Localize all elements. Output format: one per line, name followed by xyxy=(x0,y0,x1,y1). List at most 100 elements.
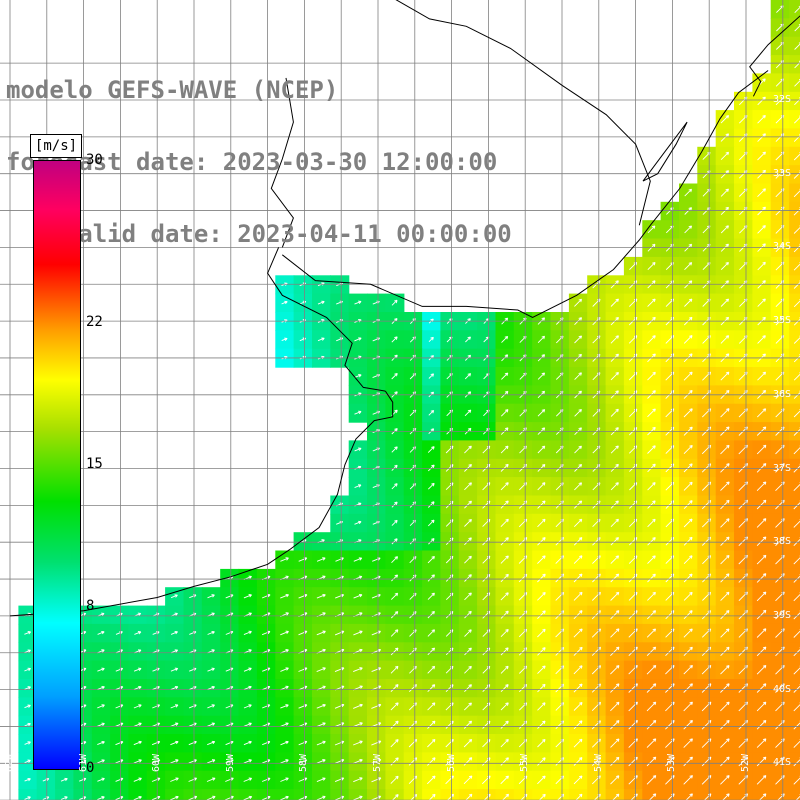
wind-cell xyxy=(312,679,331,698)
wind-arrow xyxy=(537,591,546,601)
wind-cell xyxy=(348,293,368,313)
wind-arrow xyxy=(757,188,766,198)
wind-arrow xyxy=(610,445,619,454)
wind-cell xyxy=(642,403,662,423)
wind-cell xyxy=(587,403,607,423)
wind-arrow xyxy=(537,500,546,509)
wind-cell xyxy=(293,275,313,295)
wind-cell xyxy=(312,330,331,350)
wind-arrow xyxy=(537,445,546,454)
wind-cell xyxy=(146,734,166,753)
wind-cell xyxy=(293,605,313,625)
wind-cell xyxy=(440,623,460,643)
wind-cell xyxy=(752,679,772,698)
wind-cell xyxy=(752,697,772,717)
wind-cell xyxy=(513,550,533,570)
wind-cell xyxy=(734,91,753,111)
wind-cell xyxy=(458,697,478,717)
wind-cell xyxy=(789,679,800,698)
wind-arrow xyxy=(628,683,638,693)
wind-arrow xyxy=(628,701,638,712)
wind-cell xyxy=(660,587,680,607)
wind-cell xyxy=(715,587,735,607)
wind-arrow xyxy=(500,610,509,619)
wind-cell xyxy=(642,697,662,717)
wind-cell xyxy=(679,550,698,570)
wind-cell xyxy=(275,605,295,625)
wind-cell xyxy=(165,605,185,625)
wind-cell xyxy=(715,697,735,717)
wind-cell xyxy=(385,550,405,570)
lon-label: 58W xyxy=(298,753,310,772)
wind-cell xyxy=(348,715,368,735)
wind-cell xyxy=(770,532,790,552)
wind-arrow xyxy=(206,759,216,764)
wind-arrow xyxy=(500,463,509,472)
wind-cell xyxy=(183,752,203,772)
wind-cell xyxy=(734,568,753,588)
wind-cell xyxy=(201,642,221,662)
wind-cell xyxy=(183,734,203,753)
wind-arrow xyxy=(646,719,657,730)
wind-cell xyxy=(568,642,588,662)
wind-cell xyxy=(770,789,790,800)
wind-cell xyxy=(679,752,698,772)
lat-label: 36S xyxy=(773,388,792,400)
wind-cell xyxy=(789,660,800,680)
wind-cell xyxy=(422,477,442,497)
wind-arrow xyxy=(464,518,472,527)
wind-arrow xyxy=(427,702,436,711)
wind-arrow xyxy=(427,446,435,453)
wind-cell xyxy=(110,642,130,662)
wind-cell xyxy=(605,623,625,643)
wind-cell xyxy=(256,715,276,735)
wind-arrow xyxy=(537,463,546,472)
wind-cell xyxy=(642,440,662,460)
wind-cell xyxy=(550,367,570,386)
wind-cell xyxy=(789,513,800,533)
wind-cell xyxy=(679,642,698,662)
wind-cell xyxy=(697,220,717,240)
wind-arrow xyxy=(189,630,197,635)
wind-arrow xyxy=(243,759,252,764)
wind-arrow xyxy=(391,372,398,380)
wind-cell xyxy=(715,550,735,570)
wind-cell xyxy=(715,477,735,497)
wind-cell xyxy=(458,403,478,423)
wind-cell xyxy=(789,477,800,497)
wind-arrow xyxy=(610,591,620,601)
wind-arrow xyxy=(610,701,620,712)
wind-arrow xyxy=(390,629,399,637)
wind-cell xyxy=(440,440,460,460)
wind-arrow xyxy=(243,722,252,727)
wind-cell xyxy=(532,330,552,350)
wind-arrow xyxy=(500,482,509,491)
wind-arrow xyxy=(170,667,179,672)
wind-arrow xyxy=(793,665,800,675)
wind-arrow xyxy=(610,298,619,307)
wind-arrow xyxy=(720,536,730,546)
wind-cell xyxy=(532,440,552,460)
wind-cell xyxy=(18,752,38,772)
wind-arrow xyxy=(573,665,583,675)
wind-cell xyxy=(477,568,497,588)
wind-cell xyxy=(385,642,405,662)
wind-cell xyxy=(605,697,625,717)
wind-cell xyxy=(715,623,735,643)
wind-arrow xyxy=(648,793,657,800)
wind-cell xyxy=(752,660,772,680)
wind-arrow xyxy=(410,793,418,800)
wind-cell xyxy=(532,477,552,497)
lon-label: 57W xyxy=(372,753,383,772)
wind-cell xyxy=(697,568,717,588)
wind-arrow xyxy=(390,775,399,784)
wind-arrow xyxy=(757,169,766,179)
wind-arrow xyxy=(537,372,546,380)
wind-cell xyxy=(422,605,442,625)
colorbar-tick-label: 0 xyxy=(86,760,95,776)
wind-cell xyxy=(734,605,753,625)
wind-arrow xyxy=(756,408,767,418)
wind-cell xyxy=(348,513,368,533)
wind-arrow xyxy=(610,628,620,638)
wind-cell xyxy=(495,477,515,497)
